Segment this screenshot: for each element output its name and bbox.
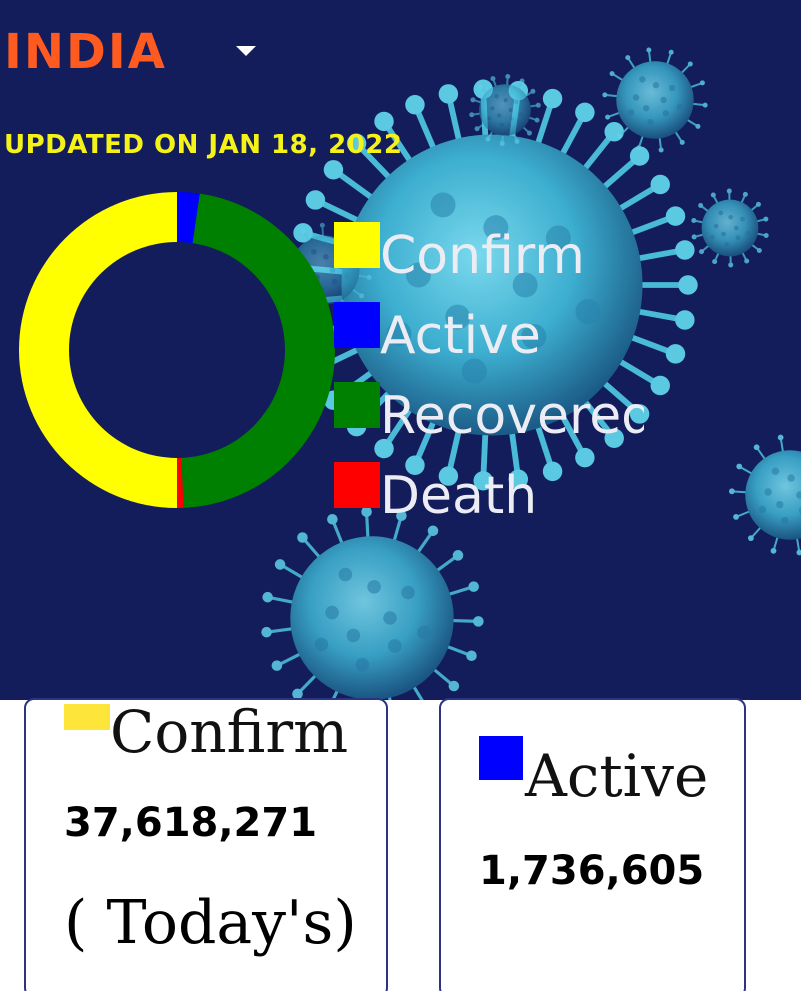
virus-particle — [691, 188, 769, 268]
legend-label-confirm: Confirm — [380, 226, 585, 286]
legend-item-recovered: Recovered — [334, 382, 654, 462]
active-card-label: Active — [525, 742, 709, 810]
confirm-card-value: 37,618,271 — [64, 800, 318, 846]
slice-confirm — [19, 192, 178, 508]
legend-swatch-death — [334, 462, 380, 508]
chart-legend: Confirm Active Recovered Death — [334, 222, 654, 542]
legend-item-confirm: Confirm — [334, 222, 654, 302]
legend-label-active: Active — [380, 306, 541, 366]
legend-item-death: Death — [334, 462, 654, 542]
legend-swatch-confirm — [334, 222, 380, 268]
confirm-card[interactable]: Confirm 37,618,271 ( Today's) — [24, 698, 388, 991]
virus-background-image — [261, 47, 801, 700]
donut-chart — [19, 192, 336, 508]
country-selector[interactable]: INDIA — [4, 22, 167, 82]
legend-swatch-recovered — [334, 382, 380, 428]
hero-panel: INDIA UPDATED ON JAN 18, 2022 Confirm Ac… — [0, 0, 801, 700]
legend-label-death: Death — [380, 466, 538, 526]
stats-cards: Confirm 37,618,271 ( Today's) Active 1,7… — [0, 698, 801, 991]
slice-active — [177, 192, 200, 244]
active-card-swatch — [479, 736, 523, 780]
slice-recovered — [181, 193, 336, 508]
virus-particle — [261, 506, 484, 700]
confirm-card-label: Confirm — [110, 698, 349, 766]
virus-particle — [602, 47, 708, 153]
legend-item-active: Active — [334, 302, 654, 382]
virus-particle — [469, 74, 541, 146]
confirm-card-note: ( Today's) — [64, 888, 357, 958]
legend-swatch-active — [334, 302, 380, 348]
caret-down-icon[interactable] — [236, 46, 256, 56]
legend-label-recovered: Recovered — [380, 386, 644, 446]
confirm-card-swatch — [64, 704, 110, 730]
country-name[interactable]: INDIA — [4, 24, 167, 80]
active-card[interactable]: Active 1,736,605 — [439, 698, 746, 991]
updated-date: UPDATED ON JAN 18, 2022 — [4, 130, 403, 160]
active-card-value: 1,736,605 — [479, 848, 705, 894]
slice-death — [177, 457, 184, 508]
virus-particle — [728, 434, 801, 556]
